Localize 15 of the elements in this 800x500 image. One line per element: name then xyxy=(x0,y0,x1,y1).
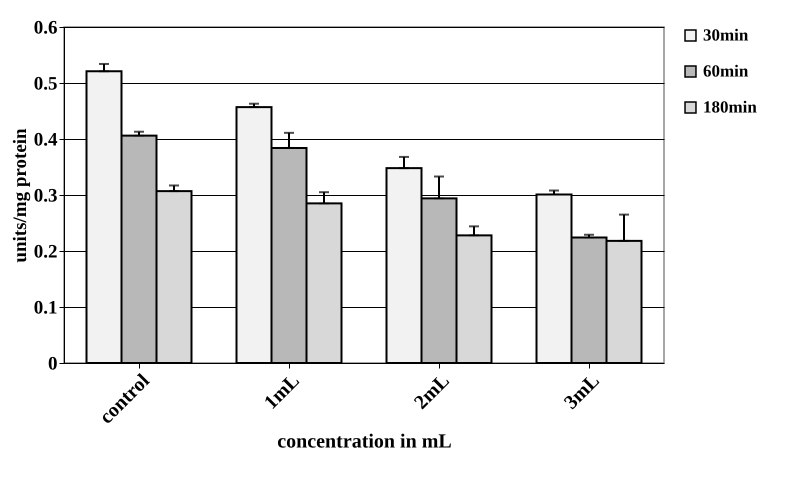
y-axis-title: units/mg protein xyxy=(10,128,31,263)
x-tick-label: 2mL xyxy=(410,370,454,414)
legend-label: 30min xyxy=(703,26,749,44)
x-tick-label: 3mL xyxy=(560,370,604,414)
x-tick-label: 1mL xyxy=(260,370,304,414)
y-tick-label: 0.5 xyxy=(34,74,58,94)
x-axis-title: concentration in mL xyxy=(277,430,452,453)
y-tick-label: 0.4 xyxy=(34,130,58,150)
legend-label: 180min xyxy=(703,98,758,116)
y-tick-label: 0.2 xyxy=(34,242,58,262)
legend-label: 60min xyxy=(703,62,749,80)
y-tick-label: 0.3 xyxy=(34,186,58,206)
y-tick-label: 0.6 xyxy=(34,18,58,38)
y-tick-label: 0 xyxy=(48,354,58,374)
y-tick-label: 0.1 xyxy=(34,298,58,318)
